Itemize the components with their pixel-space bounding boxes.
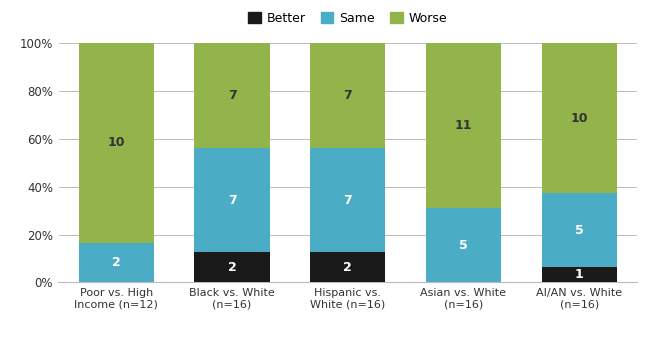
Bar — [194, 148, 270, 253]
Bar — [310, 253, 385, 282]
Text: 2: 2 — [227, 261, 237, 274]
Bar — [79, 243, 154, 282]
Bar — [541, 268, 617, 282]
Bar — [426, 43, 501, 208]
Text: 7: 7 — [227, 194, 237, 207]
Bar — [310, 148, 385, 253]
Text: 2: 2 — [343, 261, 352, 274]
Text: 11: 11 — [455, 119, 472, 132]
Text: 7: 7 — [227, 89, 237, 102]
Text: 7: 7 — [343, 89, 352, 102]
Bar — [194, 43, 270, 148]
Text: 2: 2 — [112, 256, 121, 269]
Text: 5: 5 — [575, 224, 584, 237]
Text: 5: 5 — [459, 239, 468, 252]
Text: 7: 7 — [343, 194, 352, 207]
Bar — [194, 253, 270, 282]
Bar — [541, 43, 617, 193]
Text: 10: 10 — [571, 111, 588, 125]
Legend: Better, Same, Worse: Better, Same, Worse — [243, 7, 452, 30]
Bar — [310, 43, 385, 148]
Bar — [426, 208, 501, 282]
Bar — [541, 193, 617, 268]
Text: 1: 1 — [575, 268, 584, 281]
Bar — [79, 43, 154, 243]
Text: 10: 10 — [108, 136, 125, 150]
